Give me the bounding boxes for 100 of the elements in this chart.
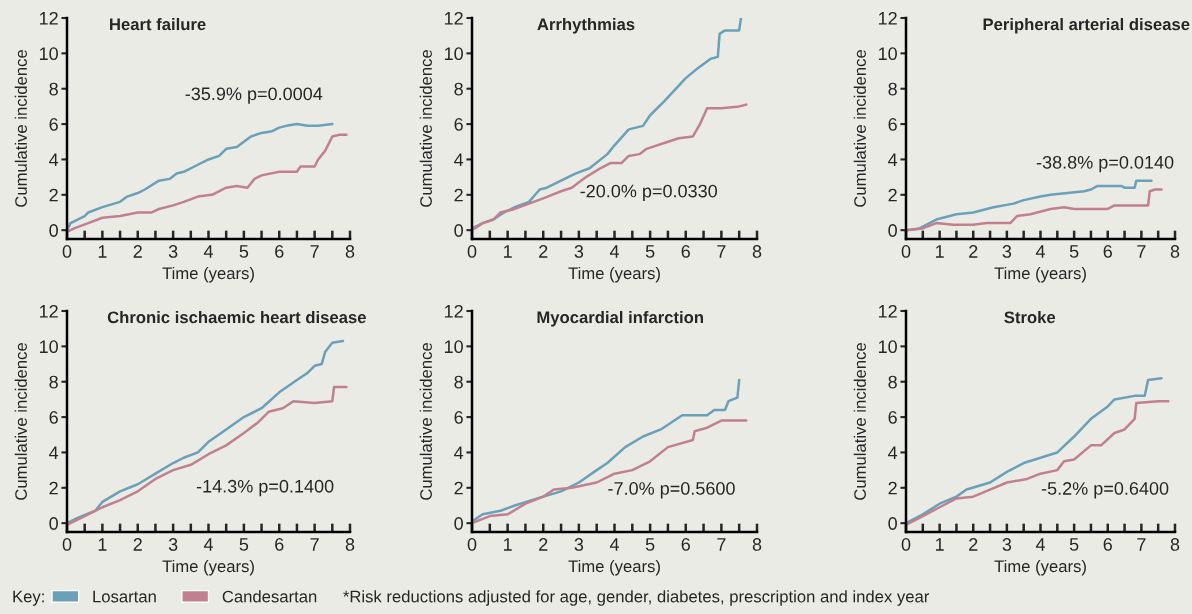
- annotation: -14.3% p=0.1400: [196, 479, 334, 497]
- x-tick-label: 1: [98, 538, 107, 551]
- x-tick-label: 0: [901, 538, 911, 551]
- x-tick-label: 8: [752, 538, 762, 551]
- x-axis-title: Time (years): [568, 559, 660, 576]
- annotation: -38.8% p=0.0140: [1036, 155, 1174, 173]
- x-tick-label: 8: [752, 245, 762, 258]
- x-tick-label: 7: [310, 538, 319, 551]
- y-tick-label: 0: [49, 517, 58, 530]
- y-tick-label: 8: [888, 82, 897, 96]
- x-tick-label: 7: [310, 245, 319, 258]
- x-tick-label: 6: [681, 538, 690, 551]
- x-tick-label: 0: [62, 245, 72, 258]
- x-axis-title: Time (years): [994, 559, 1086, 576]
- x-tick-label: 5: [645, 245, 655, 258]
- y-tick-label: 4: [888, 446, 898, 459]
- y-tick-label: 12: [878, 304, 897, 318]
- line-series: [67, 339, 345, 525]
- y-tick-label: 2: [454, 188, 463, 202]
- x-tick-label: 6: [1103, 538, 1112, 551]
- y-axis-title: Cumulative incidence: [419, 50, 432, 207]
- x-tick-label: 6: [275, 245, 284, 258]
- y-tick-label: 8: [888, 375, 897, 389]
- chart-title: Myocardial infarction: [537, 311, 703, 327]
- x-tick-label: 2: [133, 538, 142, 551]
- y-tick-label: 2: [888, 188, 897, 202]
- y-tick-label: 8: [454, 375, 463, 389]
- x-tick-label: 7: [1137, 538, 1146, 551]
- y-tick-label: 10: [444, 47, 463, 61]
- x-tick-label: 5: [1069, 245, 1079, 258]
- y-tick-label: 8: [49, 375, 58, 389]
- x-tick-label: 3: [168, 538, 178, 551]
- x-tick-label: 1: [935, 245, 944, 258]
- x-tick-label: 4: [203, 538, 213, 551]
- line-series: [906, 399, 1170, 527]
- y-tick-label: 4: [454, 446, 464, 459]
- y-tick-label: 4: [888, 153, 898, 166]
- x-tick-label: 4: [609, 538, 619, 551]
- x-tick-label: 3: [168, 245, 178, 258]
- y-tick-label: 10: [39, 47, 58, 61]
- line-series: [67, 133, 348, 234]
- x-tick-label: 6: [275, 538, 284, 551]
- x-tick-label: 5: [1069, 538, 1079, 551]
- text: *Risk reductions adjusted for age, gender, diabetes, prescription and index year: [343, 590, 930, 606]
- x-tick-label: 2: [539, 538, 548, 551]
- y-axis-title: Cumulative incidence: [14, 50, 27, 207]
- y-tick-label: 4: [49, 153, 59, 166]
- y-tick-label: 0: [454, 517, 463, 530]
- y-tick-label: 6: [49, 118, 58, 131]
- y-tick-label: 2: [454, 481, 463, 495]
- line-series: [906, 188, 1163, 232]
- x-tick-label: 1: [503, 245, 512, 258]
- x-tick-label: 6: [681, 245, 690, 258]
- y-tick-label: 8: [454, 82, 463, 96]
- x-tick-label: 4: [203, 245, 213, 258]
- annotation: -7.0% p=0.5600: [608, 482, 735, 499]
- x-tick-label: 7: [717, 538, 726, 551]
- y-tick-label: 12: [444, 304, 463, 318]
- chart-title: Stroke: [1004, 311, 1056, 324]
- line-series: [906, 179, 1153, 232]
- y-tick-label: 6: [888, 118, 897, 131]
- y-tick-label: 10: [39, 340, 58, 354]
- x-tick-label: 2: [133, 245, 142, 258]
- y-tick-label: 12: [39, 11, 58, 25]
- x-tick-label: 4: [1035, 245, 1045, 258]
- x-tick-label: 8: [345, 538, 355, 551]
- x-tick-label: 8: [345, 245, 355, 258]
- chart-title: Arrhythmias: [537, 18, 635, 34]
- y-tick-label: 6: [49, 411, 58, 424]
- line-series: [472, 419, 748, 525]
- y-tick-label: 8: [49, 82, 58, 96]
- x-axis-title: Time (years): [994, 266, 1086, 283]
- y-tick-label: 6: [454, 118, 463, 131]
- y-tick-label: 0: [888, 224, 897, 237]
- annotation: -35.9% p=0.0004: [185, 87, 323, 104]
- x-tick-label: 0: [62, 538, 72, 551]
- x-axis-title: Time (years): [162, 559, 254, 576]
- x-tick-label: 2: [969, 538, 978, 551]
- y-tick-label: 6: [454, 411, 463, 424]
- y-tick-label: 2: [888, 481, 897, 495]
- x-tick-label: 5: [239, 538, 249, 551]
- chart-title: Chronic ischaemic heart disease: [107, 311, 366, 324]
- x-tick-label: 1: [503, 538, 512, 551]
- x-tick-label: 2: [539, 245, 548, 258]
- x-tick-label: 8: [1170, 538, 1180, 551]
- y-tick-label: 4: [454, 153, 464, 166]
- x-axis-title: Time (years): [568, 266, 660, 283]
- y-tick-label: 2: [49, 481, 58, 495]
- x-tick-label: 0: [467, 245, 477, 258]
- y-tick-label: 6: [888, 411, 897, 424]
- line-series: [67, 122, 334, 232]
- line-series: [472, 378, 741, 523]
- legend-label: Candesartan: [222, 590, 317, 603]
- x-tick-label: 2: [969, 245, 978, 258]
- x-tick-label: 5: [645, 538, 655, 551]
- x-tick-label: 5: [239, 245, 249, 258]
- y-axis-title: Cumulative incidence: [14, 343, 27, 500]
- legend-label: Losartan: [93, 590, 156, 603]
- x-tick-label: 8: [1170, 245, 1180, 258]
- y-tick-label: 12: [39, 304, 58, 318]
